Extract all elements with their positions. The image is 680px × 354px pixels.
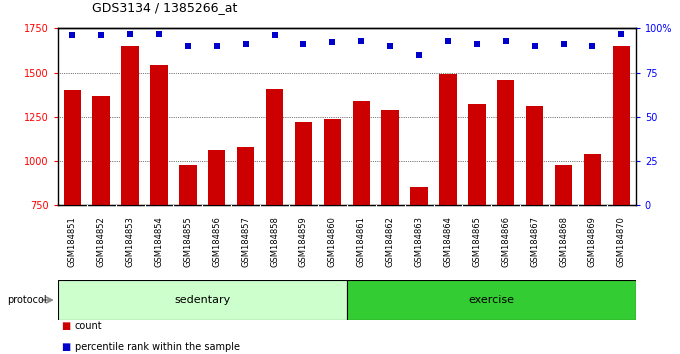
Text: ■: ■ (61, 342, 71, 352)
Bar (469, 104, 486, 205)
Point (443, 38, 454, 44)
Text: GSM184852: GSM184852 (97, 216, 105, 267)
Text: GSM184865: GSM184865 (473, 216, 481, 267)
Text: GSM184859: GSM184859 (299, 216, 308, 267)
Point (211, 43, 222, 49)
Bar (208, 150, 226, 205)
Text: GSM184860: GSM184860 (328, 216, 337, 267)
Text: GDS3134 / 1385266_at: GDS3134 / 1385266_at (92, 1, 237, 14)
Bar (497, 80, 515, 205)
Point (500, 38, 511, 44)
Bar (150, 65, 168, 205)
Text: exercise: exercise (469, 295, 514, 305)
Text: ■: ■ (61, 321, 71, 331)
Point (269, 33, 280, 38)
Text: GSM184870: GSM184870 (617, 216, 626, 267)
Text: sedentary: sedentary (174, 295, 231, 305)
Bar (353, 101, 370, 205)
Bar (584, 154, 601, 205)
Bar (237, 147, 254, 205)
Bar (381, 110, 398, 205)
Text: GSM184867: GSM184867 (530, 216, 539, 268)
Point (356, 38, 367, 44)
Bar (295, 122, 312, 205)
Point (67, 33, 78, 38)
Text: GSM184868: GSM184868 (559, 216, 568, 268)
Point (327, 40, 338, 45)
Bar (555, 166, 573, 205)
Text: protocol: protocol (7, 295, 46, 305)
Bar (266, 88, 284, 205)
Point (182, 43, 193, 49)
Point (124, 31, 135, 36)
Point (96, 33, 107, 38)
Point (529, 43, 540, 49)
Point (587, 43, 598, 49)
Bar (92, 96, 110, 205)
Text: GSM184855: GSM184855 (184, 216, 192, 267)
Text: GSM184851: GSM184851 (68, 216, 77, 267)
Text: GSM184858: GSM184858 (270, 216, 279, 267)
Bar (64, 90, 81, 205)
Text: GSM184856: GSM184856 (212, 216, 221, 267)
Bar (526, 106, 543, 205)
Point (471, 41, 482, 47)
Text: GSM184854: GSM184854 (154, 216, 163, 267)
Point (413, 52, 424, 58)
Text: GSM184864: GSM184864 (443, 216, 452, 267)
Text: GSM184862: GSM184862 (386, 216, 394, 267)
Point (385, 43, 396, 49)
Bar (613, 46, 630, 205)
Point (154, 31, 165, 36)
Point (298, 41, 309, 47)
Text: count: count (75, 321, 103, 331)
Bar (439, 74, 457, 205)
Point (616, 31, 627, 36)
Bar (324, 119, 341, 205)
Bar (347, 280, 636, 320)
Bar (122, 46, 139, 205)
Text: GSM184857: GSM184857 (241, 216, 250, 267)
Text: GSM184853: GSM184853 (126, 216, 135, 267)
Text: GSM184863: GSM184863 (415, 216, 424, 268)
Text: GSM184861: GSM184861 (357, 216, 366, 267)
Bar (411, 187, 428, 205)
Text: GSM184866: GSM184866 (501, 216, 510, 268)
Bar (180, 166, 197, 205)
Text: GSM184869: GSM184869 (588, 216, 597, 267)
Text: percentile rank within the sample: percentile rank within the sample (75, 342, 240, 352)
Bar (58, 280, 347, 320)
Point (240, 41, 251, 47)
Point (558, 41, 569, 47)
